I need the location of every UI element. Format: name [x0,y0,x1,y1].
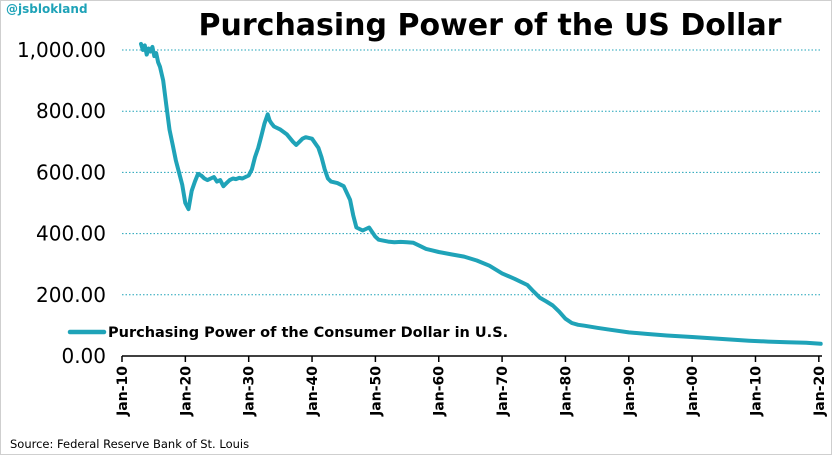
x-tick-label: Jan-10 [115,366,131,417]
x-tick-label: Jan-70 [495,366,511,417]
y-tick-label: 800.00 [36,99,106,123]
y-tick-label: 1,000.00 [17,38,106,62]
y-axis-tick-labels: 0.00 200.00 400.00 600.00 800.00 1,000.00 [17,38,106,368]
legend: Purchasing Power of the Consumer Dollar … [67,325,508,341]
chart-title: Purchasing Power of the US Dollar [198,8,782,43]
y-tick-label: 0.00 [61,344,106,368]
x-tick-label: Jan-90 [622,366,638,417]
x-tick-label: Jan-20 [178,366,194,417]
x-tick-label: Jan-40 [305,366,321,417]
source-note: Source: Federal Reserve Bank of St. Loui… [10,437,250,451]
author-watermark: @jsblokland [6,2,88,16]
x-tick-label: Jan-00 [685,366,701,417]
x-axis [121,355,822,362]
legend-label: Purchasing Power of the Consumer Dollar … [108,325,508,341]
x-axis-tick-labels: Jan-10 Jan-20 Jan-30 Jan-40 Jan-50 Jan-60 Jan-… [115,366,828,417]
y-tick-label: 600.00 [36,160,106,184]
y-tick-label: 400.00 [36,222,106,246]
x-tick-label: Jan-50 [368,366,384,417]
x-tick-label: Jan-10 [748,366,764,417]
gridlines [122,49,822,296]
x-tick-label: Jan-60 [432,366,448,417]
x-tick-label: Jan-30 [242,366,258,417]
x-tick-label: Jan-20 [812,366,828,417]
y-tick-label: 200.00 [36,283,106,307]
x-tick-label: Jan-80 [558,366,574,417]
series-line-purchasing-power [139,41,823,346]
